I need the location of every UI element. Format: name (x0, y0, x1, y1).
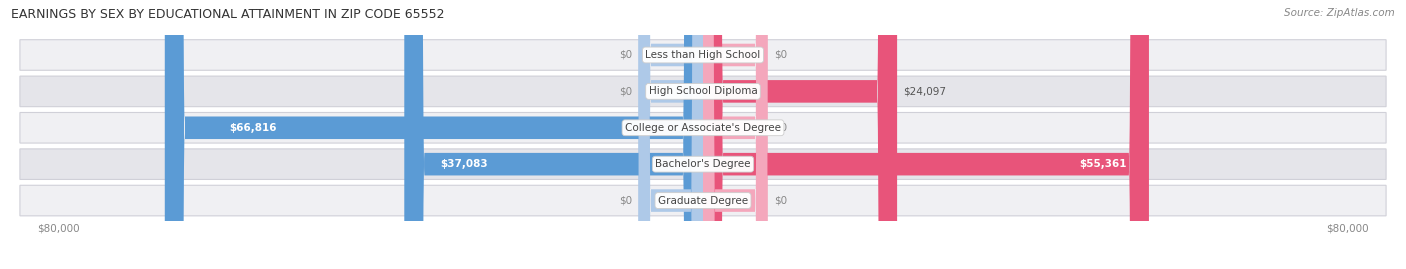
Text: College or Associate's Degree: College or Associate's Degree (626, 123, 780, 133)
FancyBboxPatch shape (703, 0, 768, 269)
Text: $0: $0 (773, 196, 787, 206)
FancyBboxPatch shape (703, 0, 1149, 269)
FancyBboxPatch shape (20, 76, 1386, 107)
FancyBboxPatch shape (20, 112, 1386, 143)
FancyBboxPatch shape (165, 0, 703, 269)
Text: $0: $0 (773, 50, 787, 60)
FancyBboxPatch shape (20, 185, 1386, 216)
Text: EARNINGS BY SEX BY EDUCATIONAL ATTAINMENT IN ZIP CODE 65552: EARNINGS BY SEX BY EDUCATIONAL ATTAINMEN… (11, 8, 444, 21)
Text: $0: $0 (773, 123, 787, 133)
Text: Bachelor's Degree: Bachelor's Degree (655, 159, 751, 169)
Text: Source: ZipAtlas.com: Source: ZipAtlas.com (1284, 8, 1395, 18)
Text: $0: $0 (619, 50, 633, 60)
FancyBboxPatch shape (703, 0, 897, 269)
Text: $37,083: $37,083 (440, 159, 488, 169)
FancyBboxPatch shape (20, 40, 1386, 70)
Text: Graduate Degree: Graduate Degree (658, 196, 748, 206)
Text: $55,361: $55,361 (1080, 159, 1126, 169)
Text: High School Diploma: High School Diploma (648, 86, 758, 96)
Text: Less than High School: Less than High School (645, 50, 761, 60)
FancyBboxPatch shape (638, 0, 703, 269)
Text: $24,097: $24,097 (904, 86, 946, 96)
FancyBboxPatch shape (638, 0, 703, 269)
Text: $66,816: $66,816 (229, 123, 277, 133)
FancyBboxPatch shape (703, 0, 768, 269)
Text: $0: $0 (619, 86, 633, 96)
FancyBboxPatch shape (405, 0, 703, 269)
FancyBboxPatch shape (703, 0, 768, 269)
Text: $0: $0 (619, 196, 633, 206)
FancyBboxPatch shape (20, 149, 1386, 179)
FancyBboxPatch shape (638, 0, 703, 269)
